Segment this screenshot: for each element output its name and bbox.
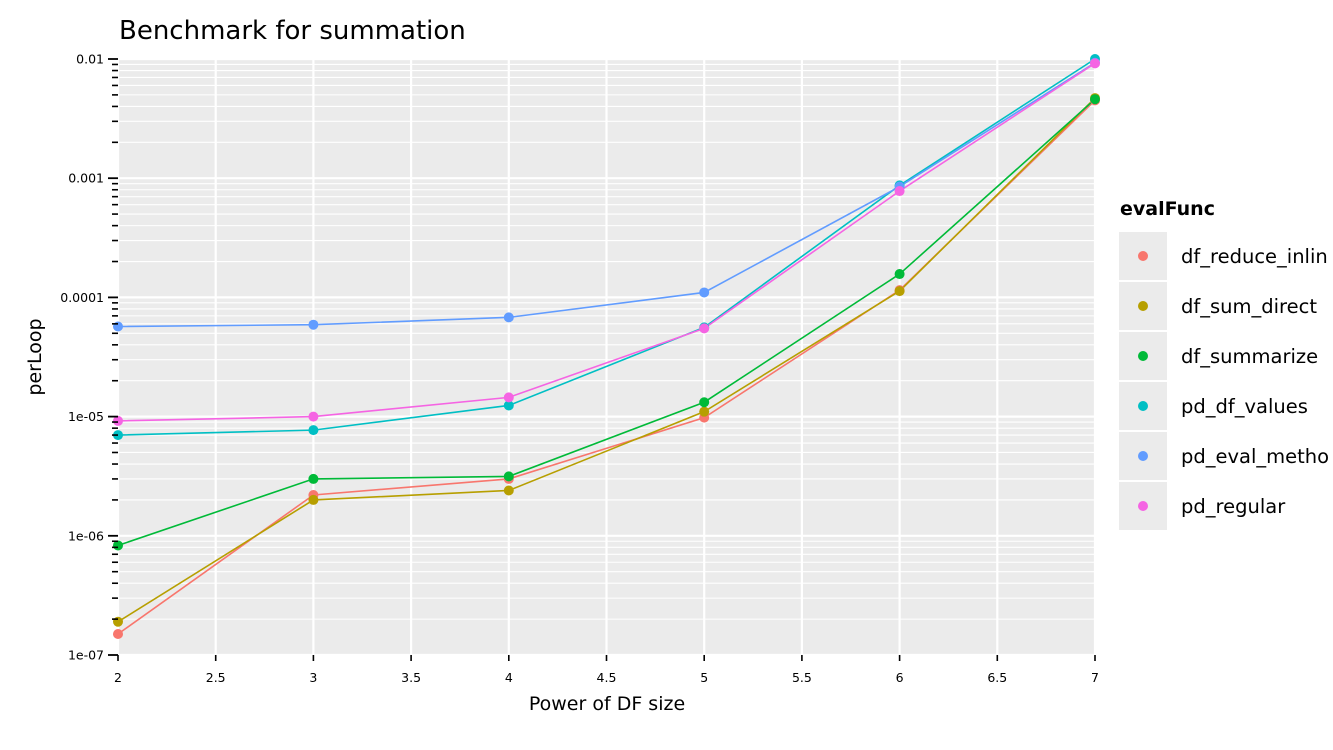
y-tick-label: 1e-07 — [68, 648, 104, 663]
series-lines — [117, 58, 1096, 635]
data-point-pd_eval_metho — [699, 287, 710, 298]
data-point-df_sum_direct — [308, 494, 319, 505]
legend: evalFunc df_reduce_inlindf_sum_directdf_… — [1119, 198, 1329, 530]
series-line-pd_regular — [117, 62, 1096, 422]
y-tick-label: 1e-06 — [68, 528, 104, 543]
legend-label-pd_regular: pd_regular — [1181, 495, 1286, 518]
legend-label-df_sum_direct: df_sum_direct — [1181, 295, 1317, 318]
data-point-pd_regular — [894, 186, 905, 197]
x-tick-label: 3.5 — [401, 670, 421, 685]
x-axis-title: Power of DF size — [529, 693, 685, 715]
legend-swatch-df_sum_direct — [1138, 301, 1148, 311]
data-point-pd_regular — [503, 392, 514, 403]
data-point-df_sum_direct — [699, 406, 710, 417]
data-point-pd_regular — [699, 323, 710, 334]
series-line-df_sum_direct — [117, 97, 1096, 623]
legend-swatch-pd_eval_metho — [1138, 451, 1148, 461]
data-point-df_summarize — [503, 471, 514, 482]
y-tick-label: 0.001 — [68, 171, 104, 186]
x-tick-label: 6 — [896, 670, 904, 685]
series-points — [113, 54, 1100, 640]
x-tick-label: 4.5 — [597, 670, 617, 685]
series-line-pd_eval_metho — [117, 62, 1096, 328]
legend-swatch-pd_regular — [1138, 501, 1148, 511]
legend-title: evalFunc — [1120, 198, 1215, 220]
x-tick-label: 4 — [505, 670, 513, 685]
series-line-pd_df_values — [117, 58, 1096, 436]
data-point-df_summarize — [308, 473, 319, 484]
x-tick-label: 6.5 — [987, 670, 1007, 685]
chart-title: Benchmark for summation — [119, 16, 466, 46]
data-point-pd_df_values — [503, 400, 514, 411]
data-point-pd_regular — [308, 411, 319, 422]
data-point-pd_regular — [1090, 58, 1100, 69]
data-point-df_reduce_inlin — [113, 629, 123, 640]
data-point-df_sum_direct — [113, 616, 123, 627]
x-tick-label: 7 — [1091, 670, 1099, 685]
y-tick-label: 0.0001 — [60, 290, 104, 305]
data-point-df_summarize — [699, 397, 710, 408]
data-point-pd_df_values — [308, 425, 319, 436]
legend-swatch-df_summarize — [1138, 351, 1148, 361]
legend-swatch-pd_df_values — [1138, 401, 1148, 411]
data-point-pd_eval_metho — [503, 312, 514, 323]
data-point-df_sum_direct — [503, 485, 514, 496]
data-point-df_sum_direct — [894, 286, 905, 297]
data-point-pd_regular — [113, 415, 123, 426]
y-axis: 1e-07 1e-06 1e-05 0.0001 0.001 0.01 — [60, 52, 118, 663]
data-point-df_summarize — [894, 269, 905, 280]
x-axis: 2 2.5 3 3.5 4 4.5 5 5.5 6 6.5 7 — [114, 655, 1099, 685]
data-point-pd_eval_metho — [308, 319, 319, 330]
data-point-pd_eval_metho — [113, 321, 123, 332]
x-tick-label: 2 — [114, 670, 122, 685]
legend-label-df_reduce_inlin: df_reduce_inlin — [1181, 245, 1328, 268]
data-point-df_summarize — [1090, 94, 1100, 105]
legend-label-pd_df_values: pd_df_values — [1181, 395, 1308, 418]
series-line-df_summarize — [117, 98, 1096, 547]
y-tick-label: 0.01 — [76, 52, 104, 67]
legend-swatch-df_reduce_inlin — [1138, 251, 1148, 261]
legend-label-df_summarize: df_summarize — [1181, 345, 1318, 368]
y-tick-label: 1e-05 — [68, 409, 104, 424]
x-tick-label: 5 — [700, 670, 708, 685]
x-tick-label: 3 — [309, 670, 317, 685]
legend-items: df_reduce_inlin df_sum_direct df_summarize… — [1119, 232, 1329, 530]
x-tick-label: 2.5 — [206, 670, 226, 685]
x-tick-label: 5.5 — [792, 670, 812, 685]
legend-label-pd_eval_metho: pd_eval_metho — [1181, 445, 1329, 468]
y-axis-title: perLoop — [24, 318, 46, 395]
